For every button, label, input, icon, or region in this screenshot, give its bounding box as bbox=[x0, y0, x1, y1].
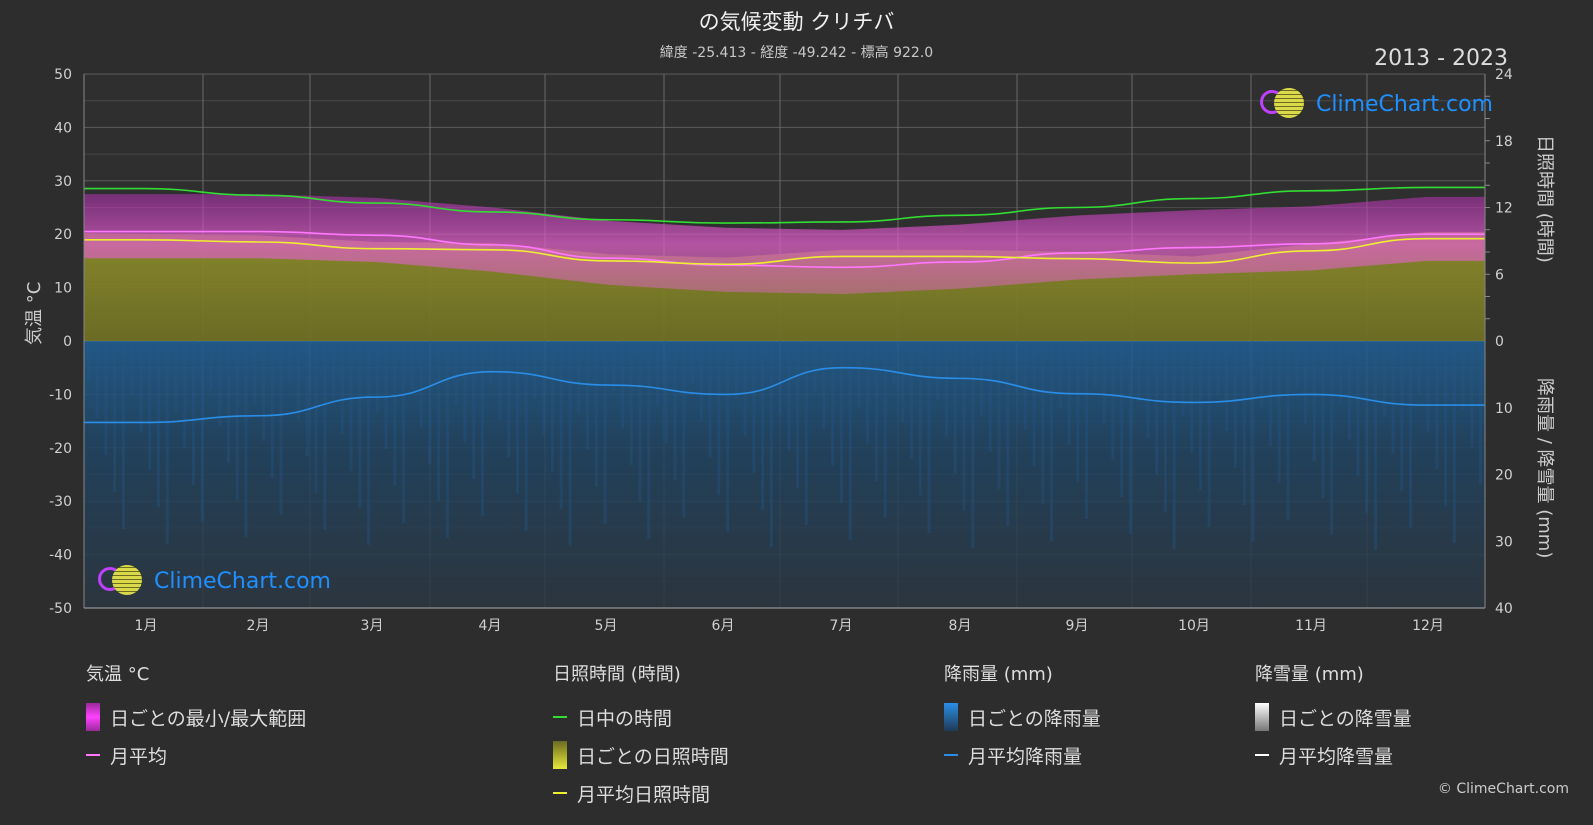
temp-range-swatch bbox=[86, 703, 100, 731]
y-tick-label-temperature: 10 bbox=[54, 281, 72, 297]
x-tick-label-month: 6月 bbox=[712, 618, 735, 634]
brand-name: ClimeChart.com bbox=[154, 568, 331, 594]
sunshine-avg-swatch bbox=[553, 792, 567, 794]
legend-label: 日ごとの降雪量 bbox=[1279, 707, 1412, 730]
y-tick-label-temperature: 0 bbox=[63, 334, 72, 350]
brand-logo-top[interactable]: ClimeChart.com bbox=[1258, 87, 1493, 121]
x-tick-label-month: 3月 bbox=[361, 618, 384, 634]
y-tick-label-precipitation: 40 bbox=[1495, 601, 1513, 617]
y-tick-label-sunshine: 12 bbox=[1495, 201, 1513, 217]
y-tick-label-temperature: -40 bbox=[49, 548, 72, 564]
temperature-range-band bbox=[84, 194, 1485, 295]
legend-label: 月平均日照時間 bbox=[577, 783, 711, 806]
x-tick-label-month: 4月 bbox=[479, 618, 502, 634]
daily-rain-area bbox=[84, 341, 1485, 608]
y-axis-label-temperature: 気温 °C bbox=[24, 281, 45, 345]
series-line bbox=[83, 237, 1485, 266]
copyright: © ClimeChart.com bbox=[1437, 781, 1569, 797]
legend-rain: 降雨量 (mm) 日ごとの降雨量 月平均降雨量 bbox=[944, 660, 1101, 774]
series-line bbox=[84, 366, 1485, 424]
legend-heading: 気温 °C bbox=[86, 664, 150, 685]
series-line bbox=[84, 186, 1485, 224]
y-axis-label-precipitation: 降雨量 / 降雪量 (mm) bbox=[1534, 378, 1555, 559]
daylight-swatch bbox=[553, 716, 567, 718]
legend-sunshine: 日照時間 (時間) 日中の時間 日ごとの日照時間 月平均日照時間 bbox=[553, 660, 729, 812]
chart-title: の気候変動 クリチバ bbox=[698, 10, 895, 34]
legend-item-daily-snow: 日ごとの降雪量 bbox=[1255, 698, 1412, 736]
legend-item-daily-sunshine: 日ごとの日照時間 bbox=[553, 736, 729, 774]
y-tick-label-precipitation: 10 bbox=[1495, 401, 1513, 417]
chart-subtitle: 緯度 -25.413 - 経度 -49.242 - 標高 922.0 bbox=[659, 45, 934, 61]
legend-heading: 日照時間 (時間) bbox=[553, 664, 681, 685]
legend-label: 日ごとの降雨量 bbox=[968, 707, 1101, 730]
rain-avg-swatch bbox=[944, 754, 958, 756]
y-tick-label-temperature: 40 bbox=[54, 120, 72, 136]
y-tick-label-temperature: 20 bbox=[54, 227, 72, 243]
y-tick-label-precipitation: 20 bbox=[1495, 468, 1513, 484]
x-tick-label-month: 8月 bbox=[949, 618, 972, 634]
x-tick-label-month: 5月 bbox=[595, 618, 618, 634]
legend-item-temp-range: 日ごとの最小/最大範囲 bbox=[86, 698, 306, 736]
x-tick-label-month: 11月 bbox=[1295, 618, 1327, 634]
legend-label: 日中の時間 bbox=[577, 707, 673, 730]
y-tick-label-temperature: -50 bbox=[49, 601, 72, 617]
year-range: 2013 - 2023 bbox=[1374, 46, 1508, 71]
daily-rain-swatch bbox=[944, 703, 958, 731]
legend-label: 日ごとの最小/最大範囲 bbox=[110, 707, 307, 730]
brand-logo-bottom[interactable]: ClimeChart.com bbox=[96, 564, 331, 598]
y-tick-label-sunshine: 0 bbox=[1495, 334, 1504, 350]
legend-snow: 降雪量 (mm) 日ごとの降雪量 月平均降雪量 bbox=[1255, 660, 1412, 774]
y-axis-label-sunshine: 日照時間 (時間) bbox=[1534, 135, 1555, 263]
legend-item-daylight: 日中の時間 bbox=[553, 698, 729, 736]
climechart-logo-icon bbox=[96, 564, 148, 598]
legend-label: 月平均降雨量 bbox=[968, 745, 1083, 768]
legend-item-rain-avg: 月平均降雨量 bbox=[944, 736, 1101, 774]
legend-item-daily-rain: 日ごとの降雨量 bbox=[944, 698, 1101, 736]
legend-item-snow-avg: 月平均降雪量 bbox=[1255, 736, 1412, 774]
legend-heading: 降雨量 (mm) bbox=[944, 664, 1053, 685]
legend-item-temp-avg: 月平均 bbox=[86, 736, 306, 774]
y-tick-label-temperature: -10 bbox=[49, 387, 72, 403]
x-tick-label-month: 7月 bbox=[830, 618, 853, 634]
daily-sunshine-swatch bbox=[553, 741, 567, 769]
x-tick-label-month: 12月 bbox=[1412, 618, 1444, 634]
y-tick-label-sunshine: 24 bbox=[1495, 67, 1513, 83]
y-tick-label-temperature: 50 bbox=[54, 67, 72, 83]
x-tick-label-month: 1月 bbox=[135, 618, 158, 634]
legend-item-sunshine-avg: 月平均日照時間 bbox=[553, 774, 729, 812]
climate-chart: 50 40 30 20 10 0 -10 -20 -30 -40 -50 24 18 12 6 0 10 20 30… bbox=[49, 67, 1513, 634]
x-tick-label-month: 9月 bbox=[1066, 618, 1089, 634]
y-tick-label-sunshine: 6 bbox=[1495, 267, 1504, 283]
temp-avg-swatch bbox=[86, 754, 100, 756]
climechart-logo-icon bbox=[1258, 87, 1310, 121]
brand-name: ClimeChart.com bbox=[1316, 91, 1493, 117]
y-tick-label-sunshine: 18 bbox=[1495, 134, 1513, 150]
legend-temperature: 気温 °C 日ごとの最小/最大範囲 月平均 bbox=[86, 660, 306, 774]
axes: 50 40 30 20 10 0 -10 -20 -30 -40 -50 24 18 12 6 0 10 20 30… bbox=[49, 67, 1513, 634]
daily-snow-swatch bbox=[1255, 703, 1269, 731]
series-line bbox=[84, 230, 1485, 269]
legend-heading: 降雪量 (mm) bbox=[1255, 664, 1364, 685]
x-tick-label-month: 10月 bbox=[1178, 618, 1210, 634]
y-tick-label-precipitation: 30 bbox=[1495, 534, 1513, 550]
legend-label: 日ごとの日照時間 bbox=[577, 745, 729, 768]
legend-label: 月平均降雪量 bbox=[1279, 745, 1394, 768]
snow-avg-swatch bbox=[1255, 754, 1269, 756]
series bbox=[83, 186, 1485, 608]
legend-label: 月平均 bbox=[110, 745, 168, 768]
y-tick-label-temperature: 30 bbox=[54, 174, 72, 190]
x-tick-label-month: 2月 bbox=[247, 618, 270, 634]
y-tick-label-temperature: -30 bbox=[49, 494, 72, 510]
y-tick-label-temperature: -20 bbox=[49, 441, 72, 457]
